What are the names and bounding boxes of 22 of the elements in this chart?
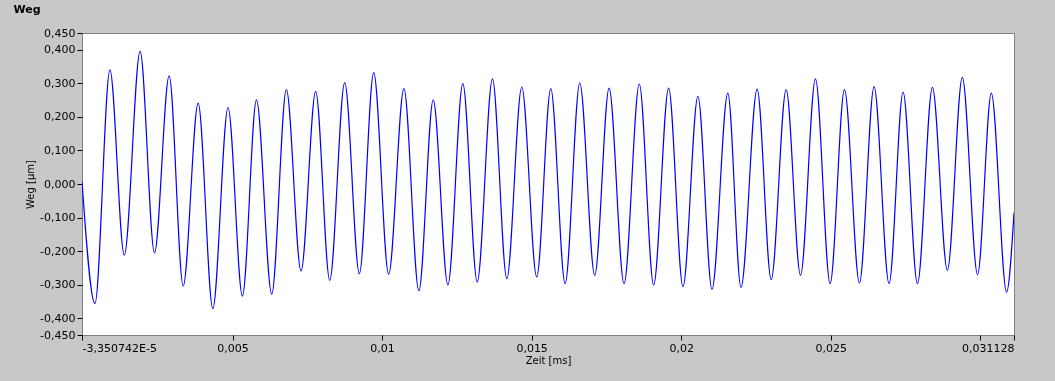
x-tick-label: 0,02 (669, 341, 694, 355)
y-tick-label: -0,400 (40, 311, 76, 325)
line-series (82, 50, 1014, 310)
x-tick-label: 0,01 (370, 341, 395, 355)
y-tick-label: 0,100 (44, 143, 76, 157)
x-tick-label: 0,005 (217, 341, 249, 355)
y-tick-label: 0,200 (44, 110, 76, 124)
x-tick-label: 0,025 (815, 341, 847, 355)
y-tick-label: -0,450 (40, 328, 76, 342)
x-tick-label: 0,031128 (962, 341, 1015, 355)
y-tick-label: 0,400 (44, 43, 76, 57)
y-axis-title: Weg [µm] (25, 159, 37, 209)
y-tick-label: -0,300 (40, 278, 76, 292)
y-tick-label: -0,100 (40, 211, 76, 225)
x-tick-label: 0,015 (516, 341, 548, 355)
y-tick-label: 0,000 (44, 177, 76, 191)
chart-title: Weg (13, 3, 41, 16)
x-tick-label: -3,350742E-5 (82, 341, 157, 355)
y-tick-label: -0,200 (40, 244, 76, 258)
y-tick-label: 0,450 (44, 26, 76, 40)
x-axis-title: Zeit [ms] (525, 354, 572, 366)
y-tick-label: 0,300 (44, 76, 76, 90)
